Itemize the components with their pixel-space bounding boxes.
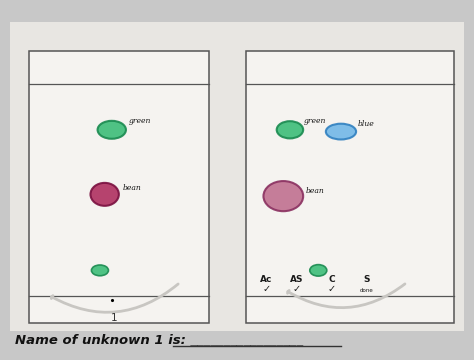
Text: ✓: ✓ [262,284,270,294]
Text: green: green [304,117,327,125]
Text: ✓: ✓ [292,284,301,294]
Text: done: done [360,288,374,293]
Ellipse shape [98,121,126,139]
Text: ✓: ✓ [328,284,336,294]
Text: green: green [128,117,151,125]
FancyBboxPatch shape [10,22,464,330]
Ellipse shape [264,181,303,211]
Text: blue: blue [358,120,375,128]
Text: Ac: Ac [260,275,273,284]
Ellipse shape [277,121,303,138]
Text: S: S [363,275,370,284]
Bar [246,51,455,323]
Text: 1: 1 [111,312,118,323]
Ellipse shape [326,124,356,139]
Ellipse shape [91,265,109,276]
Bar [29,51,209,323]
Text: AS: AS [290,275,303,284]
Text: C: C [328,275,335,284]
Ellipse shape [310,265,327,276]
Ellipse shape [91,183,119,206]
Text: Name of unknown 1 is: _________________: Name of unknown 1 is: _________________ [15,334,303,347]
Text: bean: bean [306,186,324,194]
Text: bean: bean [123,184,141,192]
